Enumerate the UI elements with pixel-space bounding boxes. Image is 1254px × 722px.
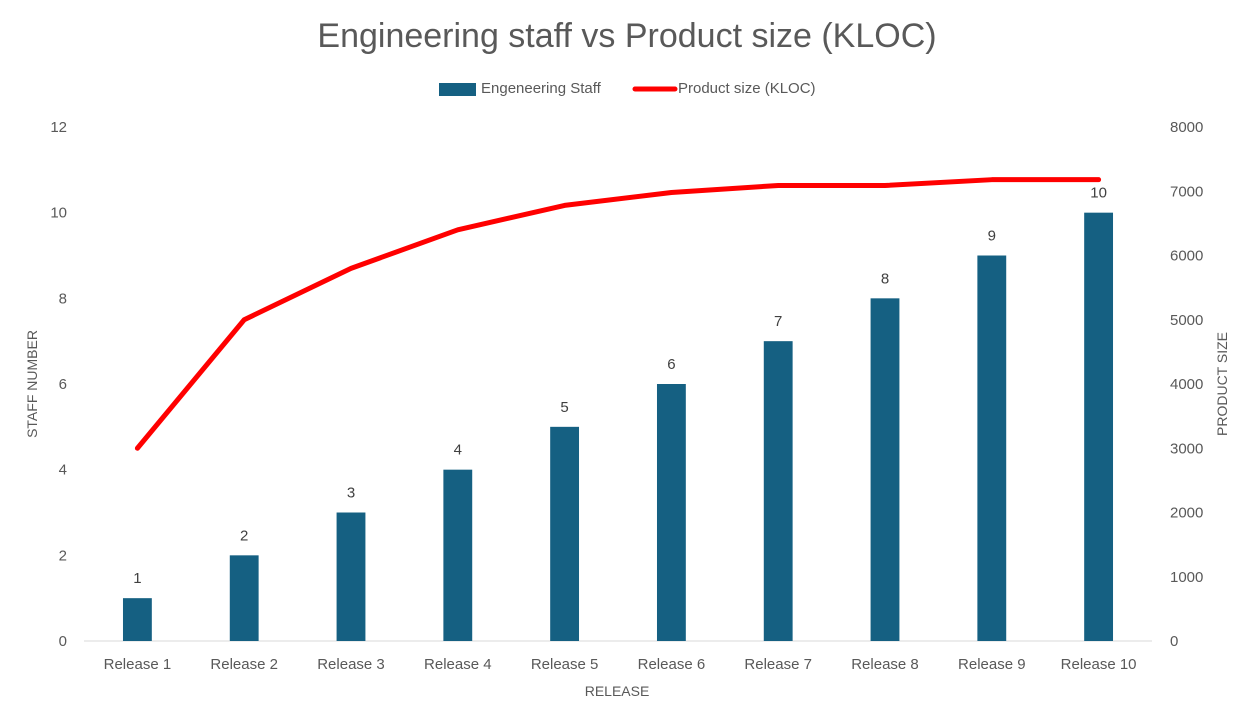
x-tick-label: Release 6	[638, 656, 706, 673]
line-point-5	[564, 204, 566, 206]
line-point-8	[884, 184, 886, 186]
bar-5	[550, 426, 580, 641]
line-series	[134, 177, 1102, 451]
chart-title: Engineering staff vs Product size (KLOC)	[317, 17, 936, 55]
y-tick-label: 10	[50, 205, 67, 222]
bar-data-label: 7	[774, 313, 782, 330]
line-point-1	[136, 447, 138, 449]
y2-tick-label: 5000	[1170, 312, 1203, 329]
y-tick-label: 0	[59, 633, 67, 650]
x-axis-title: RELEASE	[585, 683, 650, 699]
y2-axis-title: PRODUCT SIZE	[1214, 332, 1230, 436]
y2-axis-ticks: 0 1000 2000 3000 4000 5000 6000 7000 8000	[1170, 119, 1203, 650]
bar-6	[656, 384, 686, 641]
bar-data-label: 2	[240, 527, 248, 544]
x-tick-label: Release 7	[744, 656, 812, 673]
x-tick-label: Release 4	[424, 656, 492, 673]
bar-1	[122, 598, 152, 641]
line-point-10	[1098, 179, 1100, 181]
legend-swatch-staff	[439, 83, 476, 96]
bar-10	[1084, 212, 1114, 641]
y-tick-label: 6	[59, 376, 67, 393]
line-point-2	[243, 319, 245, 321]
x-tick-label: Release 1	[104, 656, 172, 673]
x-tick-label: Release 8	[851, 656, 919, 673]
product-size-line	[134, 177, 1102, 451]
bar-data-label: 5	[560, 399, 568, 416]
bar-data-label: 6	[667, 356, 675, 373]
bar-data-label: 4	[454, 442, 462, 459]
y-tick-label: 4	[59, 462, 67, 479]
bar-7	[763, 341, 793, 641]
legend-label-staff: Engeneering Staff	[481, 80, 602, 97]
y2-tick-label: 3000	[1170, 440, 1203, 457]
y2-tick-label: 1000	[1170, 569, 1203, 586]
line-point-4	[457, 229, 459, 231]
legend-label-product-size: Product size (KLOC)	[678, 80, 816, 97]
y-tick-label: 2	[59, 547, 67, 564]
line-point-3	[350, 267, 352, 269]
line-point-9	[991, 179, 993, 181]
bar-data-label: 10	[1090, 185, 1107, 202]
bar-data-label: 9	[988, 228, 996, 245]
y2-tick-label: 0	[1170, 633, 1178, 650]
x-tick-label: Release 2	[210, 656, 278, 673]
legend: Engeneering Staff Product size (KLOC)	[439, 80, 816, 97]
bar-data-label: 3	[347, 485, 355, 502]
y2-tick-label: 4000	[1170, 376, 1203, 393]
y2-tick-label: 7000	[1170, 183, 1203, 200]
y2-tick-label: 2000	[1170, 505, 1203, 522]
y-tick-label: 8	[59, 290, 67, 307]
bar-8	[870, 298, 900, 641]
line-point-6	[670, 192, 672, 194]
x-axis-ticks: Release 1 Release 2 Release 3 Release 4 Rele…	[104, 656, 1137, 673]
y-axis-title: STAFF NUMBER	[24, 330, 40, 438]
y-axis-ticks: 0 2 4 6 8 10 12	[50, 119, 67, 650]
bar-3	[336, 512, 366, 641]
bar-series	[122, 212, 1114, 641]
bar-data-label: 8	[881, 270, 889, 287]
x-tick-label: Release 9	[958, 656, 1026, 673]
y-tick-label: 12	[50, 119, 67, 136]
x-tick-label: Release 3	[317, 656, 385, 673]
bar-data-label: 1	[133, 570, 141, 587]
bar-2	[229, 555, 259, 641]
y2-tick-label: 6000	[1170, 248, 1203, 265]
bar-9	[977, 255, 1007, 641]
y2-tick-label: 8000	[1170, 119, 1203, 136]
x-tick-label: Release 5	[531, 656, 599, 673]
bar-data-labels: 1 2 3 4 5 6 7 8 9 10	[133, 185, 1107, 588]
line-point-7	[777, 184, 779, 186]
bar-4	[443, 469, 473, 641]
x-tick-label: Release 10	[1061, 656, 1137, 673]
